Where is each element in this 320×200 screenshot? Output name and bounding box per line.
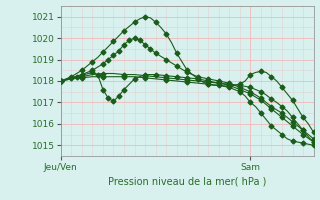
X-axis label: Pression niveau de la mer( hPa ): Pression niveau de la mer( hPa ) [108,176,266,186]
